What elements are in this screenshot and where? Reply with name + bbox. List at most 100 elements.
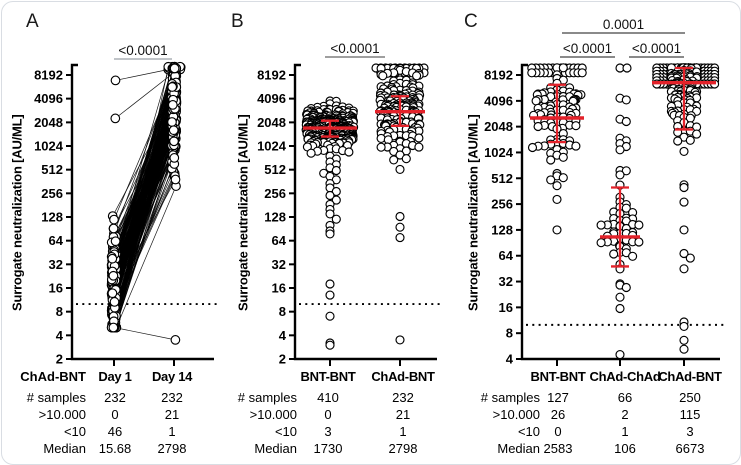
- svg-text:256: 256: [264, 186, 286, 201]
- stat-label: <10: [274, 424, 297, 439]
- svg-text:8192: 8192: [34, 68, 63, 83]
- stat-value: 1: [399, 424, 407, 439]
- panel-C: 0.0001 <0.0001 <0.0001 4 8 16 32 64 128 256 512 102…: [457, 2, 740, 464]
- stat-value: 2798: [388, 441, 418, 456]
- table-row-under10: <10 3 1: [227, 424, 457, 441]
- stat-value: 66: [617, 390, 633, 405]
- table-row-samples: # samples 232 232: [2, 390, 227, 407]
- stat-label: >10.000: [38, 407, 86, 422]
- table-row-median: Median 2583 106 6673: [457, 441, 740, 458]
- svg-text:<0.0001: <0.0001: [330, 41, 379, 56]
- svg-text:2048: 2048: [484, 119, 513, 134]
- svg-text:512: 512: [264, 162, 286, 177]
- stat-value: 232: [104, 390, 126, 405]
- stat-label: <10: [517, 424, 540, 439]
- svg-text:512: 512: [41, 162, 63, 177]
- stat-value: 0: [111, 407, 119, 422]
- panel-A: <0.0001 2 4 8 16 32 64 128 256 512 1024 2048 4096 819…: [2, 2, 227, 464]
- svg-text:<0.0001: <0.0001: [632, 41, 681, 56]
- svg-text:4: 4: [506, 352, 514, 367]
- svg-text:<0.0001: <0.0001: [118, 43, 167, 58]
- table-row-header: ChAd-BNT: [20, 369, 86, 384]
- svg-text:1024: 1024: [484, 145, 514, 160]
- table-row-under10: <10 46 1: [2, 424, 227, 441]
- plot-B-dot-plot: <0.0001 2 4 8 16 32 64 128 256 512 1024 2048 4096 819…: [257, 41, 442, 367]
- svg-text:8: 8: [279, 304, 286, 319]
- svg-text:4: 4: [56, 328, 64, 343]
- stat-label: # samples: [26, 390, 86, 405]
- stat-label: >10.000: [492, 407, 540, 422]
- stat-value: 1: [168, 424, 176, 439]
- panel-B: <0.0001 2 4 8 16 32 64 128 256 512 1024 2048 4096 819…: [227, 2, 457, 464]
- table-col-header: ChAd-BNT: [658, 369, 722, 384]
- svg-text:1024: 1024: [257, 139, 287, 154]
- svg-text:64: 64: [272, 233, 287, 248]
- svg-text:<0.0001: <0.0001: [563, 41, 612, 56]
- svg-text:16: 16: [49, 281, 63, 296]
- stat-label: Median: [497, 441, 540, 456]
- stat-value: 127: [547, 390, 569, 405]
- table-col-header: ChAd-BNT: [371, 369, 435, 384]
- svg-text:512: 512: [491, 171, 513, 186]
- table-row-median: Median 1730 2798: [227, 441, 457, 458]
- table-row-median: Median 15.68 2798: [2, 441, 227, 458]
- svg-text:2048: 2048: [257, 115, 286, 130]
- stat-label: >10.000: [249, 407, 297, 422]
- stat-value: 26: [550, 407, 566, 422]
- svg-text:4: 4: [279, 328, 287, 343]
- y-axis-label: Surrogate neutralization [AU/ML]: [9, 114, 25, 312]
- stat-value: 0: [324, 407, 332, 422]
- stats-table-A: ChAd-BNT Day 1 Day 14 # samples 232 232 …: [2, 369, 227, 458]
- stat-value: 2: [621, 407, 629, 422]
- stat-value: 250: [679, 390, 701, 405]
- stat-value: 1: [621, 424, 629, 439]
- svg-text:8192: 8192: [257, 68, 286, 83]
- svg-text:128: 128: [41, 210, 63, 225]
- panel-label-A: A: [26, 11, 39, 32]
- svg-text:1024: 1024: [34, 139, 64, 154]
- svg-text:8: 8: [56, 304, 63, 319]
- stat-value: 6673: [675, 441, 705, 456]
- svg-text:32: 32: [272, 257, 286, 272]
- table-row-over10000: >10.000 26 2 115: [457, 407, 740, 424]
- svg-text:64: 64: [499, 248, 514, 263]
- table-col-header: Day 1: [98, 369, 132, 384]
- stat-value: 1730: [313, 441, 343, 456]
- table-row-over10000: >10.000 0 21: [2, 407, 227, 424]
- svg-text:128: 128: [264, 210, 286, 225]
- stat-label: <10: [63, 424, 86, 439]
- stat-label: # samples: [480, 390, 540, 405]
- svg-text:4096: 4096: [257, 91, 286, 106]
- stat-value: 0: [554, 424, 562, 439]
- stat-value: 46: [107, 424, 123, 439]
- svg-text:2: 2: [56, 352, 63, 367]
- stat-label: # samples: [237, 390, 297, 405]
- panel-label-C: C: [464, 11, 478, 32]
- svg-text:128: 128: [491, 222, 513, 237]
- svg-text:4096: 4096: [34, 91, 63, 106]
- stats-table-C: BNT-BNT ChAd-ChAd ChAd-BNT # samples 127…: [457, 369, 740, 458]
- stat-value: 232: [161, 390, 183, 405]
- table-col-header: BNT-BNT: [300, 369, 356, 384]
- y-axis-label: Surrogate neutralization [AU/ML]: [235, 114, 251, 312]
- table-row-samples: # samples 410 232: [227, 390, 457, 407]
- stat-label: Median: [43, 441, 86, 456]
- plot-C-dot-plot: 0.0001 <0.0001 <0.0001 4 8 16 32 64 128 256 512 102…: [484, 17, 725, 367]
- stat-value: 3: [686, 424, 694, 439]
- svg-text:16: 16: [499, 300, 513, 315]
- svg-text:16: 16: [272, 281, 286, 296]
- stat-value: 2583: [543, 441, 573, 456]
- stat-value: 3: [324, 424, 332, 439]
- svg-text:64: 64: [49, 233, 64, 248]
- stat-value: 115: [679, 407, 701, 422]
- stat-value: 232: [392, 390, 414, 405]
- stat-value: 15.68: [98, 441, 132, 456]
- svg-text:4096: 4096: [484, 93, 513, 108]
- table-header-row: BNT-BNT ChAd-BNT: [227, 369, 457, 390]
- svg-text:256: 256: [41, 186, 63, 201]
- table-col-header: Day 14: [151, 369, 193, 384]
- table-row-samples: # samples 127 66 250: [457, 390, 740, 407]
- table-row-under10: <10 0 1 3: [457, 424, 740, 441]
- table-col-header: BNT-BNT: [530, 369, 586, 384]
- svg-text:8192: 8192: [484, 68, 513, 83]
